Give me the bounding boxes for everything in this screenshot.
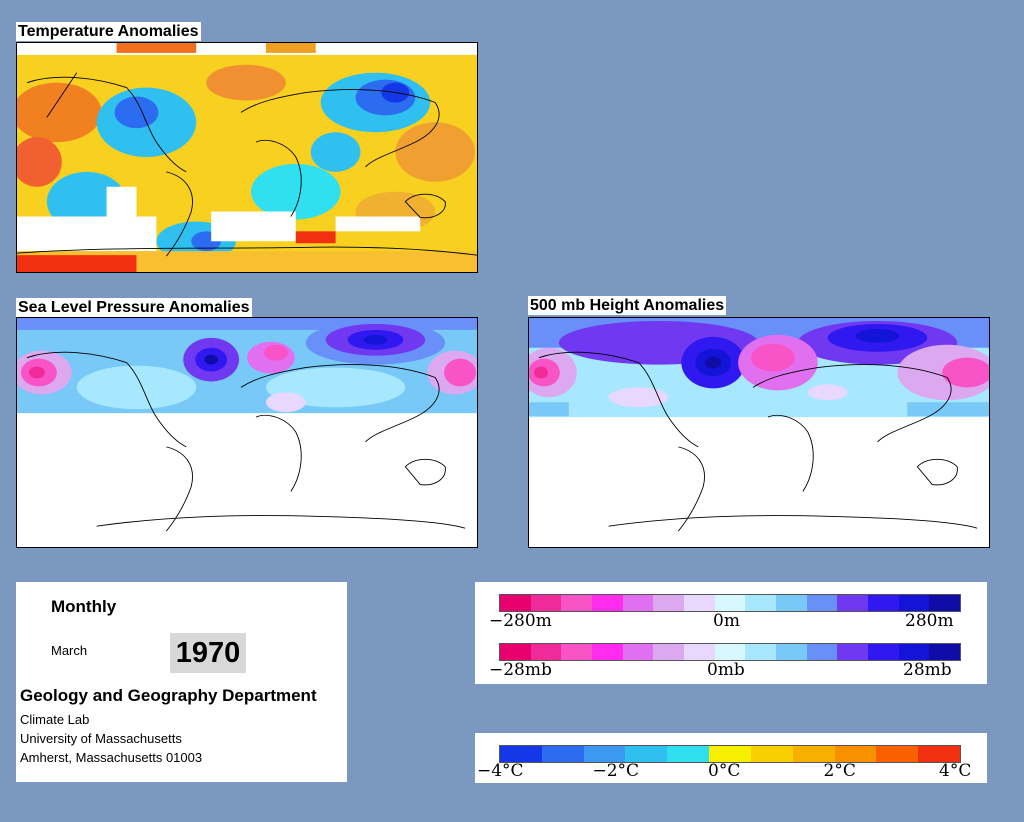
pressure-swatch: [806, 644, 838, 660]
pressure-swatch: [684, 644, 715, 660]
height-swatch: [806, 595, 838, 611]
temperature-anomaly-field: [17, 43, 477, 272]
temperature-title: Temperature Anomalies: [16, 22, 201, 41]
height-swatch: [714, 595, 746, 611]
height500-title: 500 mb Height Anomalies: [528, 296, 727, 315]
pressure-colorbar: [499, 643, 961, 661]
pressure-mid-label: 0mb: [707, 660, 745, 680]
height-swatch: [622, 595, 654, 611]
year-label: 1970: [170, 633, 246, 673]
height500-anomaly-field: [529, 318, 989, 547]
height-min-label: −280m: [489, 611, 552, 631]
temperature-tick-label: −4°C: [477, 761, 524, 781]
lab-name: Climate Lab: [20, 712, 90, 727]
pressure-swatch: [592, 644, 623, 660]
height-swatch: [561, 595, 593, 611]
pressure-swatch: [714, 644, 746, 660]
temperature-colorbar: [499, 745, 961, 763]
pressure-swatch: [745, 644, 777, 660]
height-swatch: [898, 595, 930, 611]
temperature-swatch: [625, 746, 668, 762]
info-box: Monthly March 1970 Geology and Geography…: [16, 582, 347, 782]
pressure-swatch: [837, 644, 869, 660]
height500-map: [528, 317, 990, 548]
pressure-swatch: [530, 644, 562, 660]
temperature-swatch: [500, 746, 542, 762]
pressure-swatch: [929, 644, 961, 660]
height-swatch: [592, 595, 623, 611]
temperature-swatch: [750, 746, 793, 762]
department-name: Geology and Geography Department: [20, 686, 317, 705]
pressure-swatch: [898, 644, 930, 660]
pressure-max-label: 28mb: [903, 660, 952, 680]
height-swatch: [929, 595, 961, 611]
pressure-swatch: [561, 644, 593, 660]
slp-title: Sea Level Pressure Anomalies: [16, 298, 252, 317]
pressure-swatch: [776, 644, 807, 660]
temperature-swatch: [583, 746, 626, 762]
period-label: Monthly: [51, 597, 117, 616]
temperature-tick-label: 2°C: [823, 761, 856, 781]
slp-map: [16, 317, 478, 548]
height-colorbar: [499, 594, 961, 612]
temperature-map: [16, 42, 478, 273]
temperature-swatch: [834, 746, 877, 762]
temperature-tick-label: 0°C: [708, 761, 741, 781]
temperature-swatch: [709, 746, 751, 762]
pressure-swatch: [868, 644, 899, 660]
month-label: March: [51, 643, 88, 658]
slp-anomaly-field: [17, 318, 477, 547]
temperature-tick-label: 4°C: [939, 761, 972, 781]
height-swatch: [653, 595, 685, 611]
temperature-swatch: [918, 746, 960, 762]
height-swatch: [837, 595, 869, 611]
temperature-tick-label: −2°C: [592, 761, 640, 781]
height-swatch: [776, 595, 807, 611]
address: Amherst, Massachusetts 01003: [20, 750, 203, 765]
height-swatch: [684, 595, 715, 611]
pressure-swatch: [622, 644, 654, 660]
pressure-min-label: −28mb: [489, 660, 552, 680]
temperature-swatch: [876, 746, 919, 762]
height-swatch: [500, 595, 531, 611]
height-pressure-legend: −280m 0m 280m −28mb 0mb 28mb: [475, 582, 987, 684]
height-max-label: 280m: [905, 611, 954, 631]
temperature-legend: −4°C −2°C 0°C 2°C 4°C: [475, 733, 987, 783]
temperature-swatch: [792, 746, 835, 762]
pressure-swatch: [653, 644, 685, 660]
height-swatch: [530, 595, 562, 611]
height-mid-label: 0m: [713, 611, 740, 631]
university-name: University of Massachusetts: [20, 731, 182, 746]
pressure-swatch: [500, 644, 531, 660]
temperature-swatch: [541, 746, 584, 762]
temperature-swatch: [667, 746, 710, 762]
height-swatch: [868, 595, 899, 611]
height-swatch: [745, 595, 777, 611]
